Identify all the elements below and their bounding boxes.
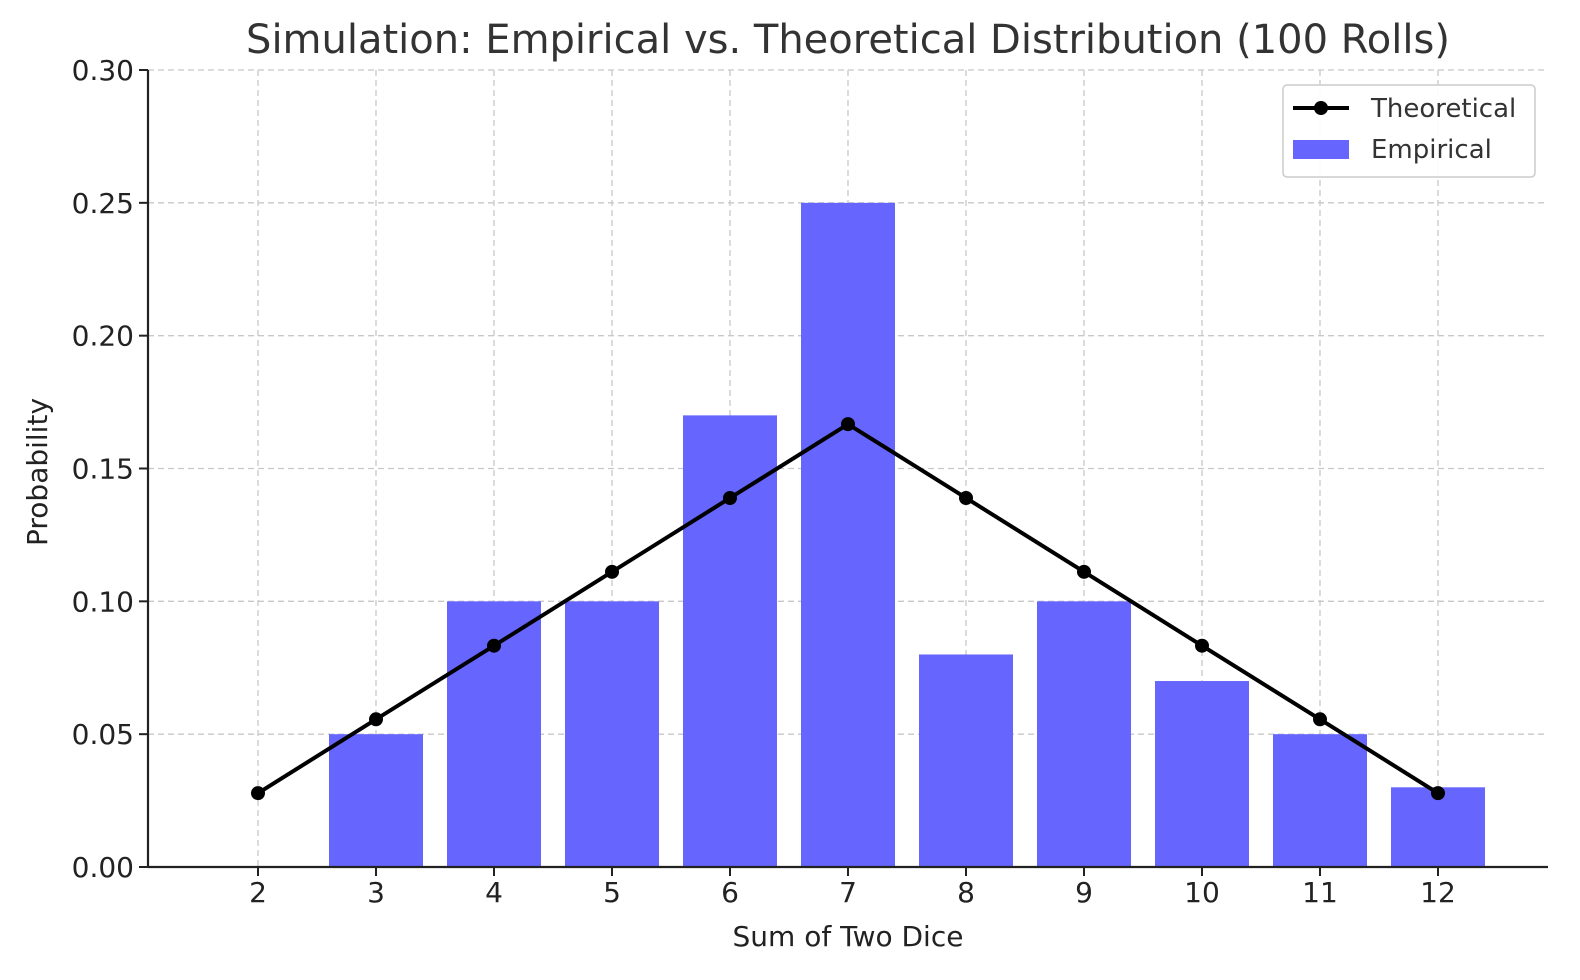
y-tick-label: 0.30 — [72, 54, 134, 87]
bar-empirical — [329, 734, 423, 867]
x-tick-label: 12 — [1420, 876, 1456, 909]
x-tick-label: 4 — [485, 876, 503, 909]
x-tick-label: 7 — [839, 876, 857, 909]
theoretical-point — [841, 417, 855, 432]
chart-title: Simulation: Empirical vs. Theoretical Di… — [246, 17, 1450, 63]
bar-layer — [329, 202, 1485, 868]
x-tick-label: 8 — [957, 876, 975, 909]
bar-empirical — [1155, 681, 1249, 867]
theoretical-point — [1077, 564, 1091, 579]
bar-empirical — [683, 415, 777, 867]
theoretical-point — [1313, 712, 1327, 727]
theoretical-point — [1431, 786, 1445, 801]
theoretical-point — [959, 490, 973, 505]
y-tick-label: 0.00 — [72, 851, 134, 884]
theoretical-point — [487, 638, 501, 653]
legend-empirical-label: Empirical — [1371, 135, 1492, 165]
y-axis-label: Probability — [21, 398, 54, 546]
legend-theoretical-marker — [1314, 101, 1328, 115]
theoretical-point — [1195, 638, 1209, 653]
y-tick-label: 0.25 — [72, 187, 134, 220]
theoretical-point — [605, 564, 619, 579]
legend: Theoretical Empirical — [1282, 84, 1536, 178]
x-axis-label: Sum of Two Dice — [733, 920, 964, 953]
bar-empirical — [1391, 787, 1485, 867]
theoretical-point — [369, 712, 383, 727]
theoretical-point — [723, 490, 737, 505]
theoretical-point — [251, 786, 265, 801]
bar-empirical — [1037, 601, 1131, 867]
legend-theoretical-label: Theoretical — [1370, 94, 1516, 124]
y-tick-label: 0.05 — [72, 718, 134, 751]
x-tick-label: 9 — [1075, 876, 1093, 909]
bar-empirical — [919, 654, 1013, 867]
line-layer — [251, 417, 1445, 801]
bar-empirical — [565, 601, 659, 867]
y-tick-label: 0.15 — [72, 453, 134, 486]
x-tick-label: 10 — [1184, 876, 1220, 909]
bar-empirical — [801, 202, 895, 868]
bar-empirical — [1273, 734, 1367, 867]
x-tick-label: 5 — [603, 876, 621, 909]
y-tick-label: 0.20 — [72, 320, 134, 353]
x-tick-label: 11 — [1302, 876, 1338, 909]
legend-empirical-patch — [1293, 140, 1349, 159]
x-tick-label: 6 — [721, 876, 739, 909]
tick-layer: 0.00 0.05 0.10 0.15 0.20 0.25 0.30 2 3 4 5 6 7 8 9 10 11… — [72, 54, 1456, 909]
x-tick-label: 2 — [249, 876, 267, 909]
x-tick-label: 3 — [367, 876, 385, 909]
y-tick-label: 0.10 — [72, 585, 134, 618]
